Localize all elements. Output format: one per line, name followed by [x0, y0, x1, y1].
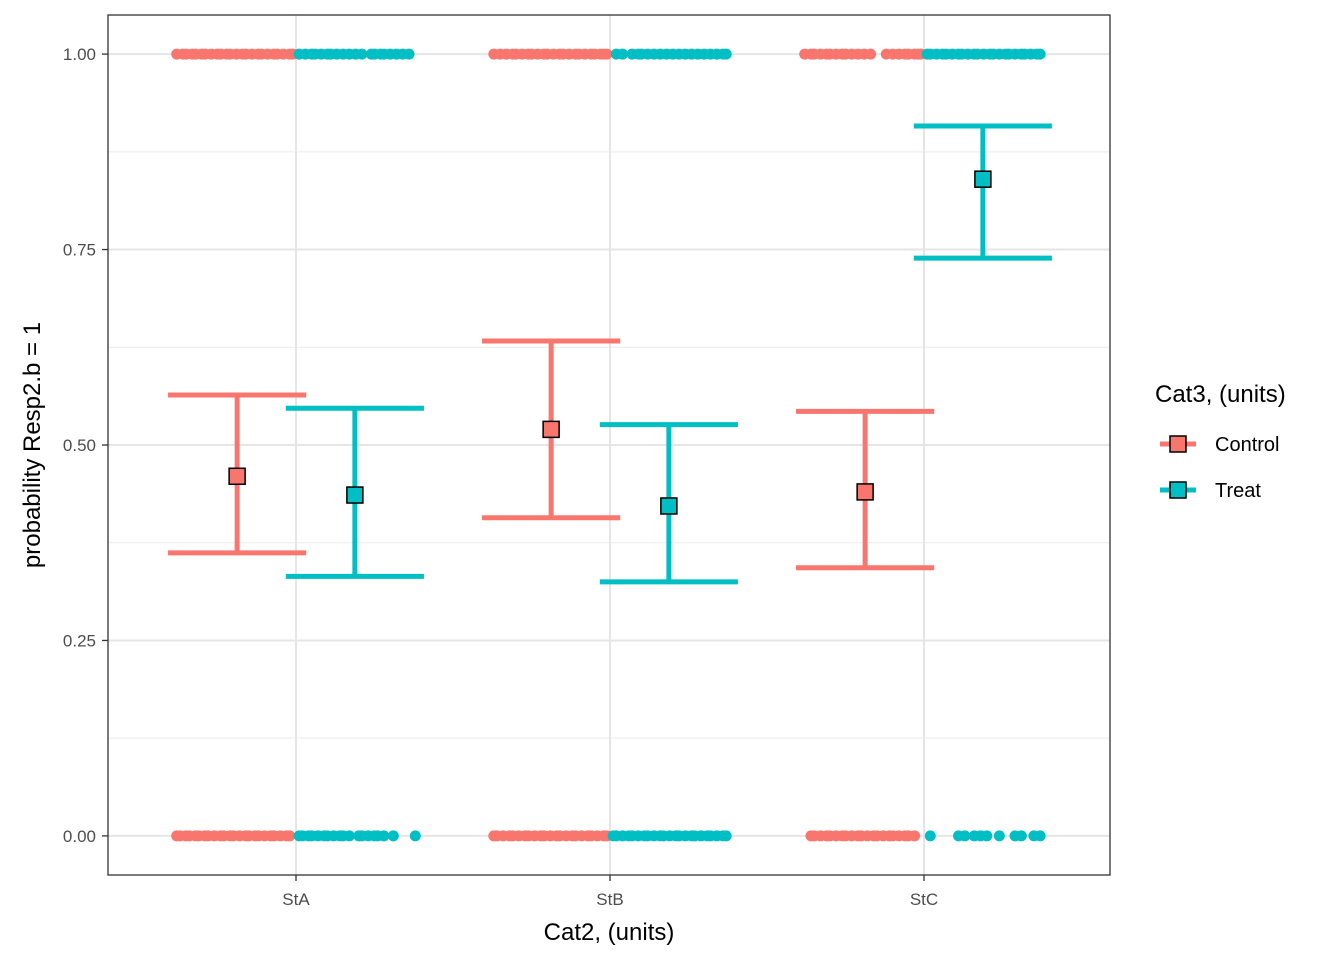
estimate-marker	[974, 170, 992, 188]
legend-entry: Treat	[1160, 480, 1261, 502]
raw-point	[1034, 48, 1046, 60]
raw-point	[909, 830, 921, 842]
raw-point	[387, 830, 399, 842]
legend-key-marker	[1169, 435, 1187, 453]
estimate-marker	[228, 467, 246, 486]
y-tick-label: 0.50	[63, 436, 96, 455]
raw-point	[403, 48, 415, 60]
x-tick-label: StA	[282, 890, 310, 909]
estimate-marker	[346, 486, 364, 504]
estimate-markers	[228, 170, 992, 515]
error-bar	[913, 123, 1052, 261]
raw-point	[284, 830, 296, 842]
legend-key-marker	[1169, 481, 1187, 499]
raw-point	[993, 830, 1005, 842]
axes: 0.00 0.25 0.50 0.75 1.00 StA StB StC	[63, 45, 938, 909]
raw-point	[378, 830, 390, 842]
estimate-marker	[660, 497, 678, 515]
raw-point	[981, 830, 993, 842]
x-tick-label: StB	[596, 890, 623, 909]
raw-point	[865, 48, 877, 60]
legend-entries: Control Treat	[1160, 434, 1279, 502]
legend-label: Control	[1215, 434, 1279, 456]
y-tick-label: 0.25	[63, 631, 96, 650]
raw-point	[720, 48, 732, 60]
legend-label: Treat	[1215, 480, 1261, 502]
raw-point	[343, 830, 355, 842]
raw-points	[171, 48, 1046, 842]
y-tick-label: 0.00	[63, 827, 96, 846]
y-axis-title: probability Resp2.b = 1	[19, 322, 46, 568]
estimate-marker	[856, 483, 874, 501]
raw-point	[409, 830, 421, 842]
x-axis-title: Cat2, (units)	[544, 919, 675, 946]
y-tick-label: 1.00	[63, 45, 96, 64]
x-tick-label: StC	[910, 890, 938, 909]
estimate-marker	[542, 420, 560, 439]
raw-point	[617, 48, 629, 60]
y-tick-label: 0.75	[63, 241, 96, 260]
raw-point	[601, 48, 613, 60]
raw-point	[356, 48, 368, 60]
raw-point	[1015, 830, 1027, 842]
raw-point	[720, 830, 732, 842]
legend-entry: Control	[1160, 434, 1279, 456]
legend-title: Cat3, (units)	[1155, 381, 1286, 408]
raw-point	[1034, 830, 1046, 842]
legend: Cat3, (units) Control Treat	[1155, 381, 1286, 502]
raw-point	[924, 830, 936, 842]
raw-point	[959, 830, 971, 842]
